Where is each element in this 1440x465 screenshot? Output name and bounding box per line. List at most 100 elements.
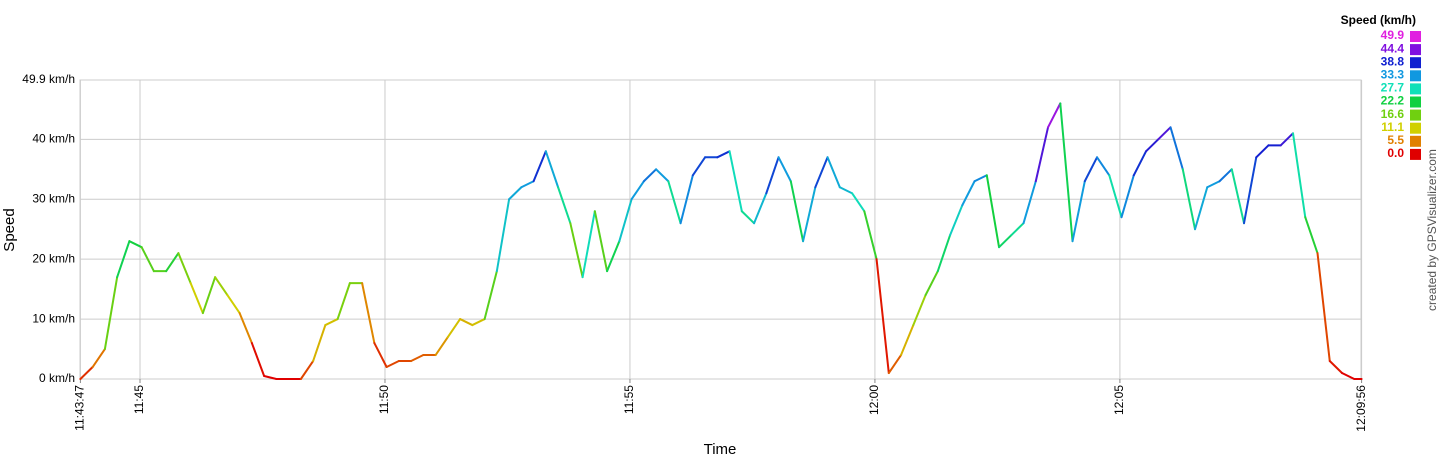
y-tick-label: 0 km/h bbox=[39, 371, 75, 385]
speed-segment bbox=[140, 246, 155, 273]
speed-segment bbox=[985, 174, 1001, 249]
speed-segment bbox=[1108, 174, 1123, 219]
speed-segment bbox=[691, 156, 707, 177]
speed-segment bbox=[446, 318, 462, 339]
speed-segment bbox=[1083, 156, 1099, 183]
speed-segment bbox=[1194, 186, 1209, 231]
speed-segment bbox=[630, 180, 645, 201]
speed-segment bbox=[299, 360, 315, 380]
legend-swatch bbox=[1410, 109, 1421, 121]
speed-segment bbox=[924, 270, 939, 297]
speed-segment bbox=[434, 336, 449, 357]
legend-swatch bbox=[1410, 31, 1421, 42]
speed-segment bbox=[189, 282, 204, 315]
speed-segment bbox=[679, 174, 694, 225]
y-tick-label: 10 km/h bbox=[32, 311, 75, 325]
speed-segment bbox=[1181, 168, 1197, 231]
speed-segment bbox=[838, 186, 854, 195]
speed-segment bbox=[1157, 126, 1172, 141]
speed-segment bbox=[581, 210, 596, 279]
legend-label: 49.9 bbox=[1381, 28, 1405, 42]
speed-segment bbox=[998, 234, 1013, 249]
speed-segment bbox=[1059, 102, 1074, 243]
speed-segment bbox=[765, 156, 780, 195]
speed-segment bbox=[250, 342, 266, 378]
speed-segment bbox=[373, 342, 388, 369]
x-tick-label: 12:05 bbox=[1112, 385, 1126, 415]
legend-label: 44.4 bbox=[1381, 41, 1405, 55]
speed-segment bbox=[1341, 372, 1356, 380]
speed-segment bbox=[802, 186, 817, 243]
y-tick-label: 20 km/h bbox=[32, 251, 75, 265]
speed-segment bbox=[851, 192, 866, 213]
speed-segment bbox=[177, 252, 192, 285]
speed-segment bbox=[79, 366, 94, 380]
x-tick-label: 12:09:56 bbox=[1354, 385, 1368, 432]
y-axis-label: Speed bbox=[1, 208, 18, 251]
speed-segment bbox=[569, 222, 584, 279]
speed-segment bbox=[1218, 168, 1233, 183]
legend-swatch bbox=[1410, 44, 1421, 56]
legend-title: Speed (km/h) bbox=[1341, 13, 1416, 27]
x-tick-label: 12:00 bbox=[867, 385, 881, 415]
speed-segment bbox=[961, 180, 976, 207]
speed-segment bbox=[826, 156, 841, 189]
speed-segment bbox=[557, 186, 572, 225]
speed-segment bbox=[459, 318, 474, 327]
speed-segment bbox=[863, 210, 878, 261]
legend-swatch bbox=[1410, 83, 1421, 95]
credit: created by GPSVisualizer.com bbox=[1425, 149, 1439, 311]
speed-segment bbox=[728, 150, 743, 213]
speed-segment bbox=[165, 252, 180, 273]
legend-swatch bbox=[1410, 135, 1421, 147]
speed-segment bbox=[1071, 180, 1086, 243]
speed-segment bbox=[1010, 222, 1025, 237]
legend-label: 16.6 bbox=[1381, 107, 1405, 121]
legend-label: 11.1 bbox=[1381, 120, 1404, 134]
speed-segment bbox=[642, 168, 658, 183]
speed-segment bbox=[973, 174, 988, 183]
legend-swatch bbox=[1410, 57, 1421, 69]
y-tick-label: 30 km/h bbox=[32, 191, 75, 205]
speed-segment bbox=[544, 150, 560, 189]
speed-segment bbox=[385, 360, 400, 369]
speed-segment bbox=[116, 240, 131, 279]
speed-segment bbox=[201, 276, 217, 315]
speed-segment bbox=[312, 324, 327, 363]
speed-segment bbox=[324, 318, 339, 327]
speed-segment bbox=[740, 210, 756, 225]
speed-segment bbox=[593, 210, 609, 273]
speed-segment bbox=[508, 186, 523, 201]
x-axis-label: Time bbox=[704, 441, 737, 458]
speed-segment bbox=[1132, 150, 1148, 177]
speed-segment bbox=[226, 294, 241, 315]
legend-label: 22.2 bbox=[1381, 94, 1405, 108]
speed-segment bbox=[1206, 180, 1221, 189]
speed-segment bbox=[618, 198, 633, 243]
legend-label: 33.3 bbox=[1381, 67, 1405, 81]
x-tick-label: 11:45 bbox=[132, 385, 146, 414]
speed-segment bbox=[753, 192, 768, 225]
speed-segment bbox=[1279, 132, 1295, 147]
speed-segment bbox=[1120, 174, 1135, 219]
speed-segment bbox=[912, 294, 927, 327]
speed-segment bbox=[1169, 126, 1184, 171]
speed-segment bbox=[789, 180, 805, 243]
speed-segment bbox=[214, 276, 229, 297]
speed-segment bbox=[128, 240, 143, 249]
legend-label: 0.0 bbox=[1387, 146, 1404, 160]
speed-segment bbox=[887, 354, 903, 375]
speed-segment bbox=[936, 234, 952, 273]
speed-segment bbox=[1255, 144, 1270, 159]
speed-segment bbox=[1243, 156, 1258, 225]
legend-swatch bbox=[1410, 96, 1421, 108]
x-tick-label: 11:50 bbox=[377, 385, 391, 414]
y-tick-label: 40 km/h bbox=[32, 131, 75, 145]
speed-segment bbox=[410, 354, 425, 363]
speed-segment bbox=[1034, 126, 1050, 183]
speed-segment bbox=[103, 276, 119, 351]
speed-segment bbox=[361, 282, 376, 345]
speed-segment bbox=[900, 324, 915, 357]
speed-segment bbox=[1230, 168, 1246, 225]
